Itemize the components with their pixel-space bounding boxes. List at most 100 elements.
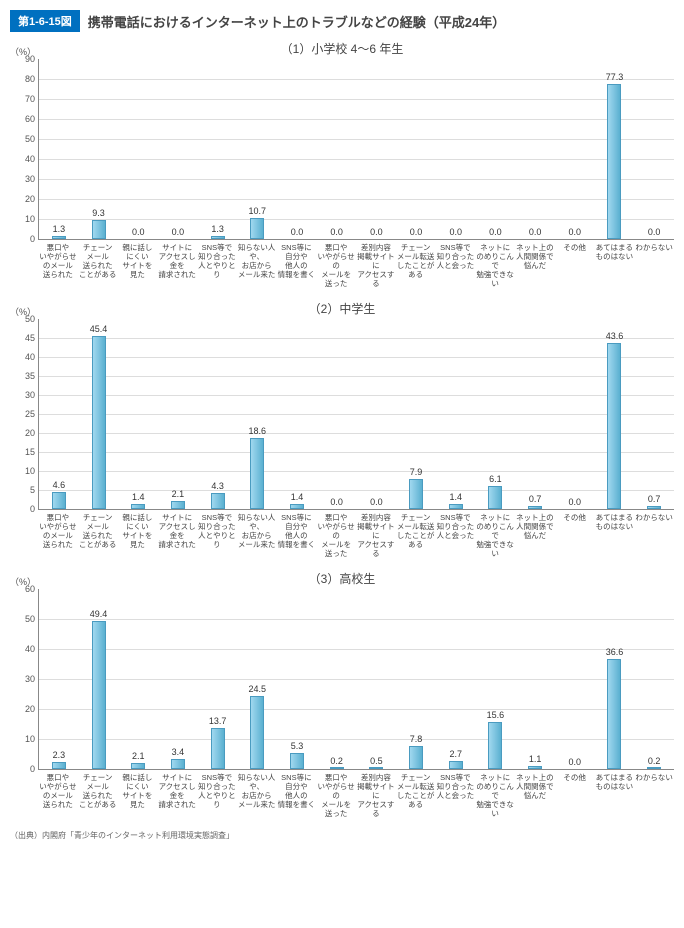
bar-value: 1.4	[449, 492, 462, 502]
chart-subtitle: （2）中学生	[10, 300, 674, 317]
bar-value: 2.1	[172, 489, 185, 499]
bar-value: 7.8	[410, 734, 423, 744]
bar	[171, 759, 185, 769]
bar	[211, 236, 225, 239]
x-label: 親に話しにくいサイトを見た	[118, 240, 158, 288]
bar	[607, 84, 621, 239]
bar	[449, 761, 463, 769]
x-label: SNS等で知り合った人と会った	[436, 510, 476, 558]
bar-value: 1.3	[53, 224, 66, 234]
x-label: ネット上の人間関係で悩んだ	[515, 770, 555, 818]
x-label: SNS等で知り合った人と会った	[436, 240, 476, 288]
bar-value: 4.3	[211, 481, 224, 491]
bar	[250, 438, 264, 509]
bar-value: 5.3	[291, 741, 304, 751]
y-tick: 10	[25, 214, 39, 224]
y-tick: 20	[25, 428, 39, 438]
bar-value: 10.7	[249, 206, 267, 216]
bar-value: 18.6	[249, 426, 267, 436]
x-label: 悪口やいやがらせのメール送られた	[38, 770, 78, 818]
x-label: その他	[555, 510, 595, 558]
y-tick: 20	[25, 194, 39, 204]
bar-value: 2.3	[53, 750, 66, 760]
y-tick: 15	[25, 447, 39, 457]
bar-value: 0.0	[330, 227, 343, 237]
y-tick: 60	[25, 584, 39, 594]
y-tick: 10	[25, 734, 39, 744]
y-tick: 80	[25, 74, 39, 84]
bar-value: 1.1	[529, 754, 542, 764]
x-label: その他	[555, 240, 595, 288]
x-label: チェーンメール送られたことがある	[78, 770, 118, 818]
y-tick: 60	[25, 114, 39, 124]
bar	[290, 504, 304, 509]
x-label: SNS等で知り合った人とやりとり	[197, 240, 237, 288]
x-label: 差別内容掲載サイトにアクセスする	[356, 240, 396, 288]
bar	[488, 722, 502, 769]
bar-value: 36.6	[606, 647, 624, 657]
x-label: 親に話しにくいサイトを見た	[118, 510, 158, 558]
x-label: わからない	[634, 240, 674, 288]
x-label: SNS等に自分や他人の情報を書く	[277, 510, 317, 558]
y-tick: 40	[25, 154, 39, 164]
x-label: ネット上の人間関係で悩んだ	[515, 510, 555, 558]
y-tick: 50	[25, 134, 39, 144]
bar	[647, 506, 661, 509]
y-tick: 45	[25, 333, 39, 343]
bar-value: 49.4	[90, 609, 108, 619]
bar-value: 15.6	[487, 710, 505, 720]
bar	[647, 767, 661, 769]
y-tick: 0	[30, 234, 39, 244]
bar	[528, 766, 542, 769]
bar-value: 7.9	[410, 467, 423, 477]
bar	[52, 762, 66, 769]
y-tick: 90	[25, 54, 39, 64]
x-label: チェーンメール転送したことがある	[396, 510, 436, 558]
bar-value: 0.0	[172, 227, 185, 237]
x-label: わからない	[634, 510, 674, 558]
y-tick: 30	[25, 174, 39, 184]
x-label: サイトにアクセスし金を請求された	[157, 510, 197, 558]
bar-value: 0.7	[648, 494, 661, 504]
bar	[131, 763, 145, 769]
bar	[92, 621, 106, 769]
y-tick: 5	[30, 485, 39, 495]
bar	[52, 236, 66, 239]
bar	[211, 728, 225, 769]
x-label: チェーンメール転送したことがある	[396, 240, 436, 288]
bar	[171, 501, 185, 509]
bar-value: 1.4	[291, 492, 304, 502]
bar-value: 0.0	[410, 227, 423, 237]
bar-value: 3.4	[172, 747, 185, 757]
bar-value: 0.0	[330, 497, 343, 507]
x-label: チェーンメール送られたことがある	[78, 510, 118, 558]
y-tick: 35	[25, 371, 39, 381]
bar	[607, 343, 621, 509]
bar	[52, 492, 66, 509]
bar-value: 0.0	[489, 227, 502, 237]
x-label: 知らない人や、お店からメール来た	[237, 240, 277, 288]
x-label: 知らない人や、お店からメール来た	[237, 770, 277, 818]
bar-value: 2.1	[132, 751, 145, 761]
bar-value: 0.0	[370, 497, 383, 507]
bar-value: 4.6	[53, 480, 66, 490]
x-label: ネット上の人間関係で悩んだ	[515, 240, 555, 288]
y-tick: 30	[25, 390, 39, 400]
bar-value: 0.7	[529, 494, 542, 504]
bar-value: 0.0	[569, 227, 582, 237]
bar	[528, 506, 542, 509]
x-label: 知らない人や、お店からメール来た	[237, 510, 277, 558]
x-label: SNS等で知り合った人とやりとり	[197, 770, 237, 818]
chart-subtitle: （3）高校生	[10, 570, 674, 587]
x-label: サイトにアクセスし金を請求された	[157, 240, 197, 288]
y-tick: 10	[25, 466, 39, 476]
bar-value: 0.0	[648, 227, 661, 237]
y-tick: 0	[30, 504, 39, 514]
bar-value: 0.5	[370, 756, 383, 766]
x-label: あてはまるものはない	[595, 510, 635, 558]
x-label: 差別内容掲載サイトにアクセスする	[356, 770, 396, 818]
source-text: （出典）内閣府「青少年のインターネット利用環境実態調査」	[10, 830, 674, 841]
bar	[330, 767, 344, 769]
x-label: チェーンメール送られたことがある	[78, 240, 118, 288]
bar	[409, 479, 423, 509]
